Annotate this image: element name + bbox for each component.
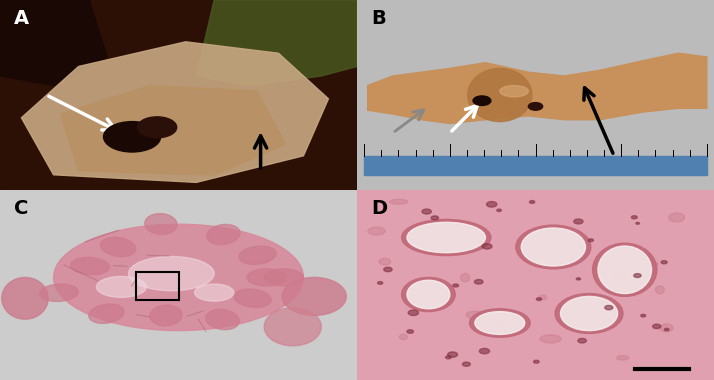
Ellipse shape xyxy=(1,277,49,319)
Polygon shape xyxy=(357,190,714,380)
Ellipse shape xyxy=(500,86,528,97)
Ellipse shape xyxy=(145,214,177,234)
Ellipse shape xyxy=(407,222,486,253)
Ellipse shape xyxy=(475,312,525,334)
Ellipse shape xyxy=(71,257,109,275)
Text: B: B xyxy=(371,10,386,28)
Circle shape xyxy=(408,310,418,315)
Ellipse shape xyxy=(469,309,530,337)
Ellipse shape xyxy=(239,246,276,264)
Ellipse shape xyxy=(282,277,346,315)
Ellipse shape xyxy=(194,284,234,301)
Circle shape xyxy=(378,282,383,284)
Ellipse shape xyxy=(555,293,623,334)
Ellipse shape xyxy=(399,334,407,340)
Bar xyxy=(136,272,178,300)
Circle shape xyxy=(530,201,535,203)
Circle shape xyxy=(422,209,431,214)
Text: C: C xyxy=(14,200,29,218)
Ellipse shape xyxy=(368,227,386,235)
Circle shape xyxy=(473,96,491,105)
Ellipse shape xyxy=(264,269,303,286)
Ellipse shape xyxy=(264,308,321,346)
Ellipse shape xyxy=(560,296,618,331)
Circle shape xyxy=(448,352,458,357)
Polygon shape xyxy=(196,0,357,86)
Circle shape xyxy=(104,122,161,152)
Ellipse shape xyxy=(234,289,271,307)
Ellipse shape xyxy=(610,271,628,278)
Circle shape xyxy=(479,348,490,354)
Circle shape xyxy=(138,117,177,138)
Ellipse shape xyxy=(206,225,240,245)
Polygon shape xyxy=(0,0,357,190)
Circle shape xyxy=(486,201,497,207)
Circle shape xyxy=(431,216,438,220)
Ellipse shape xyxy=(247,269,286,286)
Ellipse shape xyxy=(39,284,79,301)
Ellipse shape xyxy=(466,311,483,318)
Ellipse shape xyxy=(96,277,146,297)
Ellipse shape xyxy=(540,335,561,343)
Ellipse shape xyxy=(129,256,214,291)
Circle shape xyxy=(528,103,543,110)
Ellipse shape xyxy=(150,305,182,326)
Ellipse shape xyxy=(54,224,303,331)
Ellipse shape xyxy=(401,219,491,255)
Polygon shape xyxy=(357,190,714,380)
Circle shape xyxy=(664,328,669,331)
Ellipse shape xyxy=(521,228,585,266)
Ellipse shape xyxy=(89,304,124,323)
Ellipse shape xyxy=(401,277,456,312)
Circle shape xyxy=(446,356,451,359)
Circle shape xyxy=(634,274,641,277)
Ellipse shape xyxy=(593,243,657,296)
Circle shape xyxy=(497,209,501,212)
Ellipse shape xyxy=(101,237,136,256)
Polygon shape xyxy=(364,156,707,175)
Ellipse shape xyxy=(491,321,509,327)
Ellipse shape xyxy=(598,246,651,294)
Circle shape xyxy=(383,267,392,272)
Circle shape xyxy=(463,362,471,366)
Text: A: A xyxy=(14,10,29,28)
Ellipse shape xyxy=(646,262,658,266)
Polygon shape xyxy=(61,86,286,175)
Circle shape xyxy=(453,284,458,287)
Circle shape xyxy=(574,219,583,224)
Polygon shape xyxy=(21,42,328,182)
Polygon shape xyxy=(0,190,357,380)
Ellipse shape xyxy=(390,199,408,204)
Circle shape xyxy=(482,244,492,249)
Polygon shape xyxy=(368,53,707,124)
Ellipse shape xyxy=(655,286,664,294)
Circle shape xyxy=(407,330,413,333)
Circle shape xyxy=(533,360,539,363)
Polygon shape xyxy=(357,0,714,190)
Ellipse shape xyxy=(669,213,685,222)
Ellipse shape xyxy=(206,309,239,330)
Ellipse shape xyxy=(616,356,629,360)
Circle shape xyxy=(474,280,483,284)
Circle shape xyxy=(661,261,667,264)
Ellipse shape xyxy=(461,274,470,282)
Ellipse shape xyxy=(468,68,532,122)
Text: D: D xyxy=(371,200,388,218)
Ellipse shape xyxy=(516,225,591,269)
Polygon shape xyxy=(0,0,107,86)
Ellipse shape xyxy=(539,295,546,299)
Circle shape xyxy=(640,314,645,317)
Ellipse shape xyxy=(407,280,450,309)
Circle shape xyxy=(636,222,640,224)
Circle shape xyxy=(653,324,661,329)
Circle shape xyxy=(578,339,586,343)
Circle shape xyxy=(631,216,637,219)
Circle shape xyxy=(576,278,580,280)
Circle shape xyxy=(588,239,593,242)
Circle shape xyxy=(605,306,613,310)
Circle shape xyxy=(536,298,541,301)
Ellipse shape xyxy=(379,258,391,265)
Ellipse shape xyxy=(660,324,673,332)
